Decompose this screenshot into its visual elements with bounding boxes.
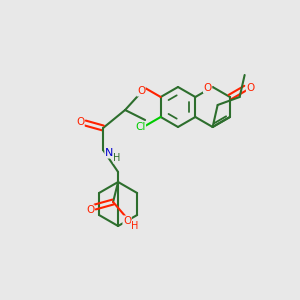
Text: O: O [203, 83, 212, 93]
Text: H: H [113, 153, 121, 163]
Text: Cl: Cl [135, 122, 146, 132]
Text: O: O [246, 83, 255, 93]
Text: O: O [123, 216, 131, 226]
Text: O: O [76, 117, 84, 127]
Text: H: H [131, 221, 139, 231]
Text: O: O [86, 205, 94, 215]
Text: O: O [137, 86, 145, 96]
Text: N: N [105, 148, 113, 158]
